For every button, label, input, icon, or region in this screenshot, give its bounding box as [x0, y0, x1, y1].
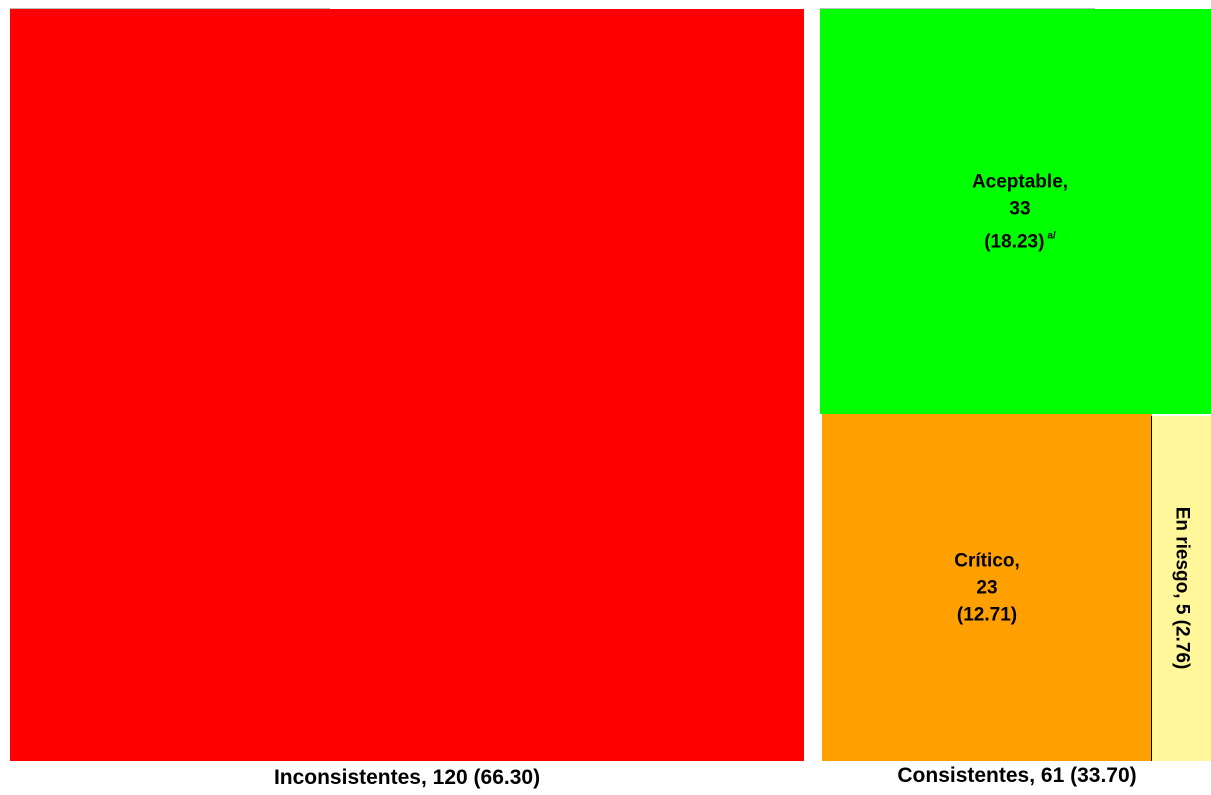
label-critico-percent: (12.71): [956, 604, 1018, 626]
tile-aceptable: [820, 9, 1211, 414]
label-en-riesgo: En riesgo, 5 (2.76): [1169, 507, 1196, 670]
group-label-consistentes: Consistentes, 61 (33.70): [897, 764, 1137, 787]
label-critico: Crítico, 23 (12.71): [954, 548, 1019, 629]
label-aceptable-percent: (18.23) a/: [984, 230, 1056, 253]
label-critico-value: 23: [976, 577, 998, 599]
label-aceptable: Aceptable, 33 (18.23) a/: [972, 169, 1068, 256]
footnote-marker: a/: [1047, 230, 1056, 242]
tile-en-riesgo: [1151, 416, 1211, 761]
tile-inconsistentes: [10, 9, 804, 761]
tile-critico: [822, 414, 1152, 761]
label-aceptable-value: 33: [1009, 198, 1031, 220]
group-label-inconsistentes: Inconsistentes, 120 (66.30): [273, 766, 541, 789]
label-aceptable-name: Aceptable,: [971, 171, 1069, 193]
label-critico-name: Crítico,: [954, 550, 1020, 572]
label-en-riesgo-text: En riesgo, 5 (2.76): [1171, 506, 1193, 670]
